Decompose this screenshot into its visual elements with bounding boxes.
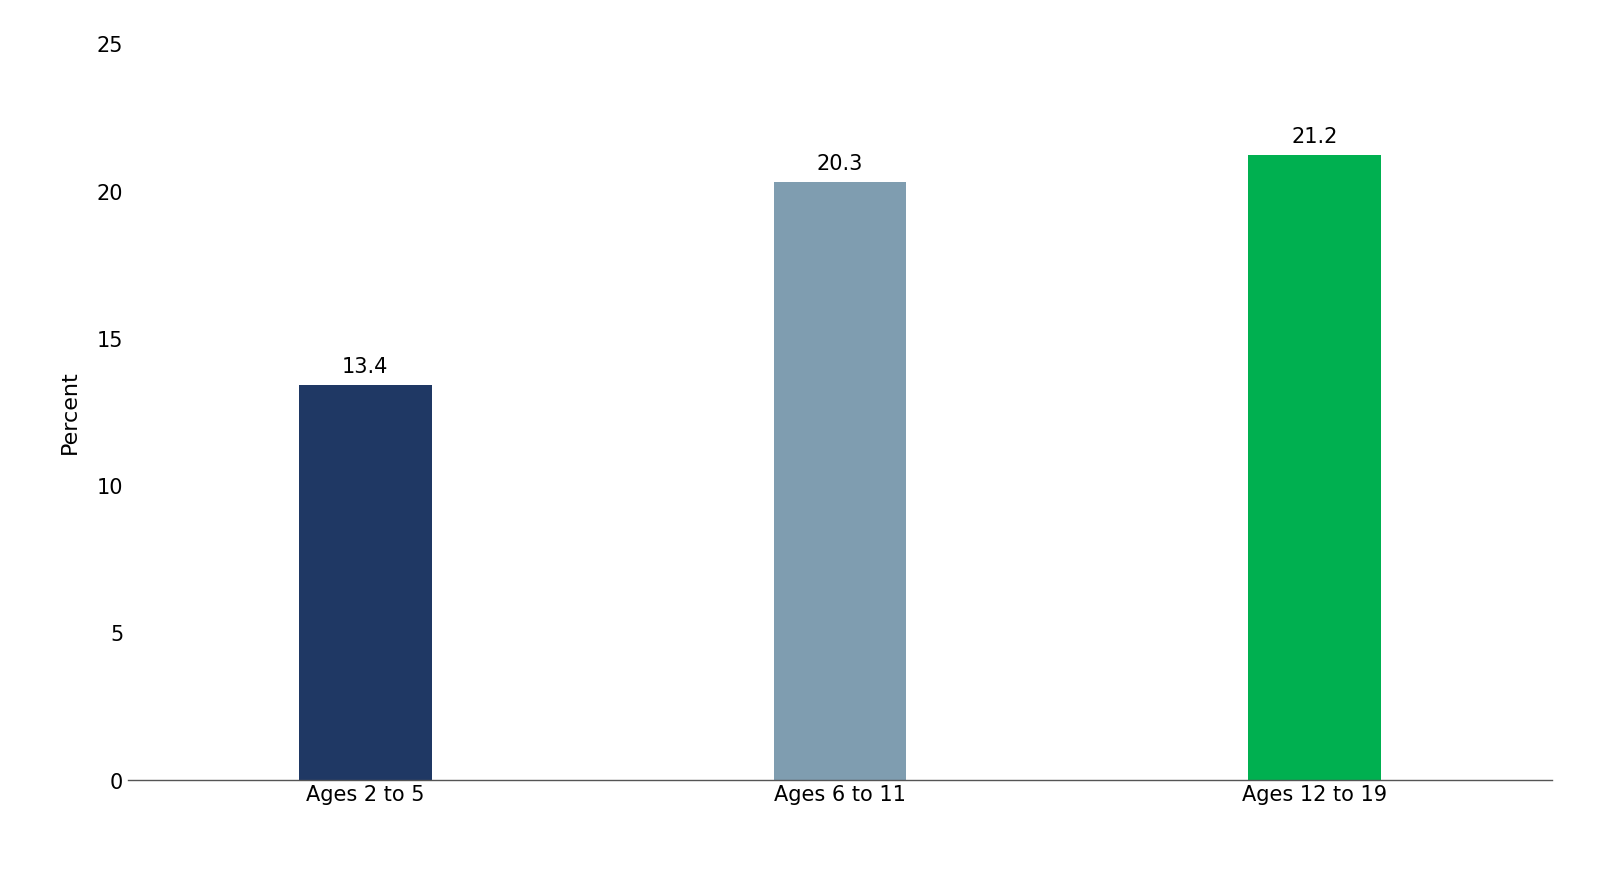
Text: 20.3: 20.3 — [818, 154, 862, 174]
Bar — [1248, 156, 1381, 780]
Bar — [773, 183, 907, 780]
Bar — [299, 385, 432, 780]
Text: 13.4: 13.4 — [342, 357, 389, 377]
Text: 21.2: 21.2 — [1291, 128, 1338, 147]
Y-axis label: Percent: Percent — [59, 370, 80, 454]
